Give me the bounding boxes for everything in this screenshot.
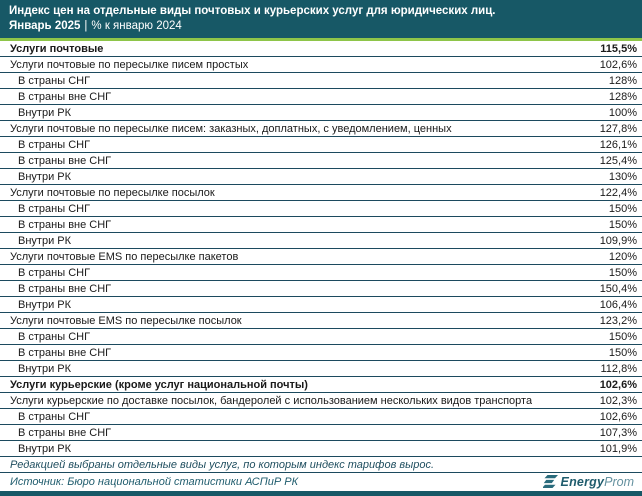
row-value: 112,8%	[600, 362, 638, 375]
page-subtitle: Январь 2025 |% к январю 2024	[9, 19, 633, 34]
row-label: Внутри РК	[18, 442, 72, 455]
row-value: 122,4%	[599, 186, 637, 199]
table-row: Внутри РК 112,8%	[0, 361, 642, 377]
logo-text: EnergyProm	[561, 475, 634, 489]
row-label: В страны СНГ	[18, 266, 91, 279]
row-label: В страны вне СНГ	[18, 218, 112, 231]
table-row: В страны СНГ 150%	[0, 329, 642, 345]
source-label: Источник: Бюро национальной статистики А…	[10, 475, 299, 488]
row-label: Внутри РК	[18, 298, 72, 311]
row-value: 115,5%	[600, 42, 637, 55]
row-label: Услуги почтовые EMS по пересылке посылок	[10, 314, 242, 327]
period-label: Январь 2025	[9, 20, 81, 32]
row-label: В страны вне СНГ	[18, 426, 112, 439]
row-value: 150%	[608, 202, 637, 215]
table-row: Услуги почтовые по пересылке посылок 122,…	[0, 185, 642, 201]
row-label: В страны СНГ	[18, 74, 91, 87]
row-label: В страны вне СНГ	[18, 154, 112, 167]
row-value: 130%	[608, 170, 637, 183]
row-label: Внутри РК	[18, 106, 72, 119]
energyprom-logo-icon	[542, 474, 558, 489]
row-label: Услуги почтовые по пересылке писем прост…	[10, 58, 249, 71]
row-value: 102,6%	[599, 58, 637, 71]
row-value: 102,6%	[599, 410, 637, 423]
logo-text-bold: Energy	[560, 474, 605, 489]
row-label: Внутри РК	[18, 234, 72, 247]
table-row: Услуги почтовые по пересылке писем прост…	[0, 57, 642, 73]
table-row: В страны СНГ 102,6%	[0, 409, 642, 425]
row-label: Внутри РК	[18, 170, 72, 183]
row-label: В страны СНГ	[18, 330, 91, 343]
table-row: Внутри РК 101,9%	[0, 441, 642, 457]
row-value: 128%	[608, 90, 637, 103]
row-label: В страны СНГ	[18, 410, 91, 423]
table-row: Внутри РК 109,9%	[0, 233, 642, 249]
row-value: 101,9%	[599, 442, 637, 455]
row-value: 125,4%	[599, 154, 637, 167]
subtitle-divider: |	[84, 20, 88, 32]
header: Индекс цен на отдельные виды почтовых и …	[0, 0, 642, 38]
table-row: Услуги почтовые по пересылке писем: зака…	[0, 121, 642, 137]
row-label: Услуги почтовые по пересылке посылок	[10, 186, 215, 199]
table-row: В страны СНГ 126,1%	[0, 137, 642, 153]
accent-divider	[0, 38, 642, 41]
table-row: В страны СНГ 128%	[0, 73, 642, 89]
bottom-bar	[0, 491, 642, 496]
row-label: В страны вне СНГ	[18, 90, 112, 103]
row-value: 120%	[608, 250, 637, 263]
source-row: Источник: Бюро национальной статистики А…	[0, 473, 642, 491]
table-row: В страны вне СНГ 150%	[0, 217, 642, 233]
table-row: Услуги почтовые EMS по пересылке пакетов…	[0, 249, 642, 265]
row-value: 127,8%	[599, 122, 637, 135]
row-value: 106,4%	[599, 298, 637, 311]
row-label: Внутри РК	[18, 362, 72, 375]
editorial-note: Редакцией выбраны отдельные виды услуг, …	[0, 457, 642, 473]
row-label: В страны СНГ	[18, 138, 91, 151]
row-label: В страны вне СНГ	[18, 282, 112, 295]
table-row: Внутри РК 130%	[0, 169, 642, 185]
logo-text-light: Prom	[604, 474, 634, 489]
row-value: 107,3%	[599, 426, 637, 439]
row-label: В страны СНГ	[18, 202, 91, 215]
row-value: 150%	[608, 266, 637, 279]
row-label: В страны вне СНГ	[18, 346, 112, 359]
row-value: 150%	[608, 330, 637, 343]
comparison-label: % к январю 2024	[91, 20, 182, 32]
row-value: 150%	[608, 218, 637, 231]
row-value: 109,9%	[599, 234, 637, 247]
row-value: 150,4%	[599, 282, 637, 295]
row-label: Услуги почтовые	[10, 42, 104, 55]
row-label: Услуги почтовые по пересылке писем: зака…	[10, 122, 452, 135]
row-value: 126,1%	[599, 138, 637, 151]
row-value: 102,3%	[599, 394, 637, 407]
row-value: 100%	[608, 106, 637, 119]
table-body: Услуги почтовые 115,5% Услуги почтовые по …	[0, 41, 642, 457]
table-row: В страны СНГ 150%	[0, 265, 642, 281]
row-value: 123,2%	[599, 314, 637, 327]
row-label: Услуги курьерские по доставке посылок, б…	[10, 394, 533, 407]
row-value: 150%	[608, 346, 637, 359]
table-row: В страны СНГ 150%	[0, 201, 642, 217]
table-row: В страны вне СНГ 150%	[0, 345, 642, 361]
table-row: В страны вне СНГ 150,4%	[0, 281, 642, 297]
table-row: Услуги курьерские по доставке посылок, б…	[0, 393, 642, 409]
table-row: Услуги курьерские (кроме услуг националь…	[0, 377, 642, 393]
energyprom-logo: EnergyProm	[542, 474, 634, 489]
row-label: Услуги курьерские (кроме услуг националь…	[10, 378, 308, 391]
row-value: 102,6%	[599, 378, 637, 391]
table-row: В страны вне СНГ 128%	[0, 89, 642, 105]
page-title: Индекс цен на отдельные виды почтовых и …	[9, 5, 496, 17]
table-row: В страны вне СНГ 125,4%	[0, 153, 642, 169]
table-row: В страны вне СНГ 107,3%	[0, 425, 642, 441]
table-row: Услуги почтовые EMS по пересылке посылок…	[0, 313, 642, 329]
table-row: Услуги почтовые 115,5%	[0, 41, 642, 57]
row-value: 128%	[608, 74, 637, 87]
table-row: Внутри РК 100%	[0, 105, 642, 121]
table-row: Внутри РК 106,4%	[0, 297, 642, 313]
row-label: Услуги почтовые EMS по пересылке пакетов	[10, 250, 239, 263]
